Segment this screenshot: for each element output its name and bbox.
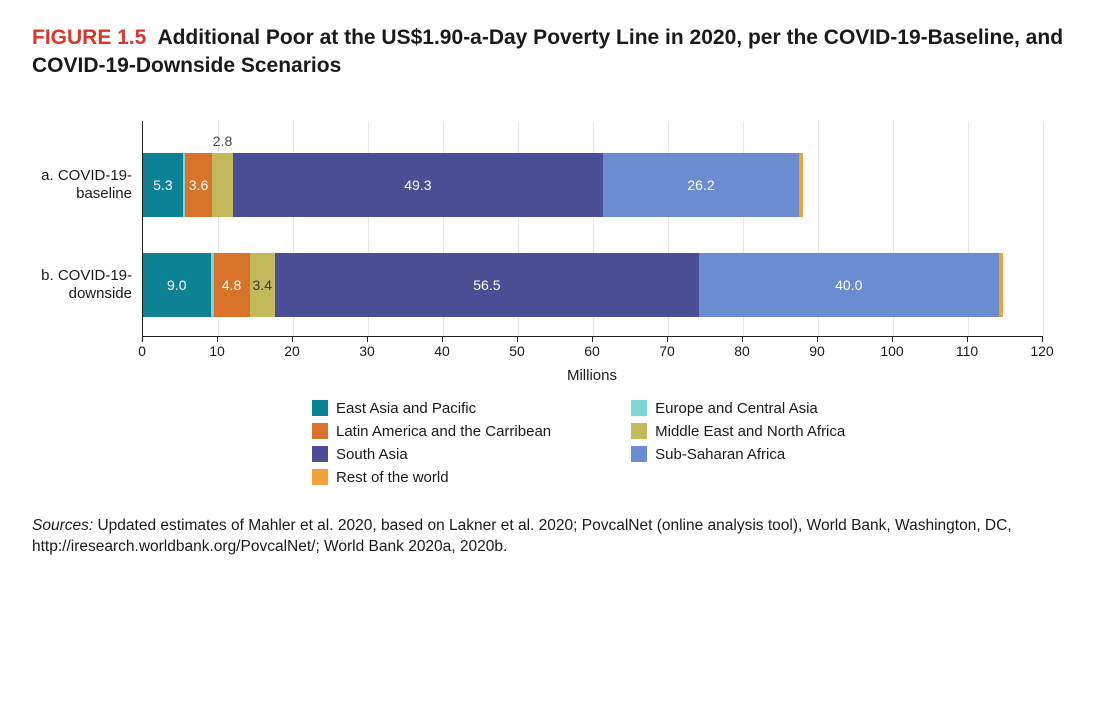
legend-swatch: [312, 469, 328, 485]
legend-label: Europe and Central Asia: [655, 400, 818, 417]
bar-segment-row: [999, 253, 1004, 317]
legend-label: Sub-Saharan Africa: [655, 446, 785, 463]
bar-segment-sa: 56.5: [275, 253, 699, 317]
category-label: a. COVID-19-baseline: [32, 153, 132, 217]
figure-number: FIGURE 1.5: [32, 26, 146, 49]
legend-item-row: Rest of the world: [312, 469, 551, 486]
legend-swatch: [312, 423, 328, 439]
legend-label: Middle East and North Africa: [655, 423, 845, 440]
chart: a. COVID-19-baseline b. COVID-19-downside…: [32, 121, 1085, 384]
bar-row: 9.04.83.456.540.0: [143, 253, 1042, 317]
x-tick-label: 110: [956, 343, 978, 359]
bar-segment-lac: 4.8: [214, 253, 250, 317]
x-tick-label: 60: [584, 343, 600, 359]
bar-segment-row: [799, 153, 803, 217]
legend: East Asia and Pacific Europe and Central …: [312, 400, 845, 486]
legend-label: South Asia: [336, 446, 408, 463]
bar-segment-eap: 9.0: [143, 253, 211, 317]
bar-segment-mena: 3.4: [250, 253, 276, 317]
legend-label: East Asia and Pacific: [336, 400, 476, 417]
x-tick-label: 0: [138, 343, 146, 359]
category-label: b. COVID-19-downside: [32, 253, 132, 317]
x-axis-label: Millions: [142, 367, 1042, 384]
bar-segment-ssa: 40.0: [699, 253, 999, 317]
x-tick-label: 40: [434, 343, 450, 359]
bar-segment-lac: 3.6: [185, 153, 212, 217]
sources-label: Sources:: [32, 517, 93, 534]
sources: Sources: Updated estimates of Mahler et …: [32, 516, 1085, 558]
x-axis-ticks: 0102030405060708090100110120: [142, 337, 1042, 363]
bar-row: 5.33.62.849.326.2: [143, 153, 1042, 217]
x-tick-label: 90: [809, 343, 825, 359]
legend-item-sa: South Asia: [312, 446, 551, 463]
legend-swatch: [631, 446, 647, 462]
gridline: [1043, 121, 1044, 336]
legend-item-mena: Middle East and North Africa: [631, 423, 845, 440]
x-tick-label: 20: [284, 343, 300, 359]
legend-swatch: [631, 400, 647, 416]
legend-swatch: [312, 446, 328, 462]
bar-segment-eap: 5.3: [143, 153, 183, 217]
legend-item-lac: Latin America and the Carribean: [312, 423, 551, 440]
y-axis-labels: a. COVID-19-baseline b. COVID-19-downside: [32, 121, 142, 337]
bar-segment-sa: 49.3: [233, 153, 603, 217]
x-tick-label: 120: [1030, 343, 1053, 359]
legend-item-eap: East Asia and Pacific: [312, 400, 551, 417]
x-tick-label: 70: [659, 343, 675, 359]
legend-label: Rest of the world: [336, 469, 449, 486]
x-tick-label: 30: [359, 343, 375, 359]
legend-swatch: [312, 400, 328, 416]
figure-title-text: Additional Poor at the US$1.90-a-Day Pov…: [32, 26, 1063, 77]
x-tick-label: 10: [209, 343, 225, 359]
bar-segment-ssa: 26.2: [603, 153, 800, 217]
figure-title: FIGURE 1.5 Additional Poor at the US$1.9…: [32, 24, 1085, 81]
x-tick-label: 80: [734, 343, 750, 359]
legend-item-eca: Europe and Central Asia: [631, 400, 845, 417]
plot-area: 5.33.62.849.326.29.04.83.456.540.0 01020…: [142, 121, 1042, 384]
bar-value-label: 2.8: [213, 133, 232, 149]
x-tick-label: 50: [509, 343, 525, 359]
plot-inner: 5.33.62.849.326.2 9.04.83.456.540.0: [142, 121, 1042, 337]
x-tick-label: 100: [880, 343, 903, 359]
x-tick-mark: [1042, 336, 1043, 342]
legend-swatch: [631, 423, 647, 439]
legend-label: Latin America and the Carribean: [336, 423, 551, 440]
bar-segment-mena: 2.8: [212, 153, 233, 217]
sources-text: Updated estimates of Mahler et al. 2020,…: [32, 517, 1012, 555]
legend-item-ssa: Sub-Saharan Africa: [631, 446, 845, 463]
